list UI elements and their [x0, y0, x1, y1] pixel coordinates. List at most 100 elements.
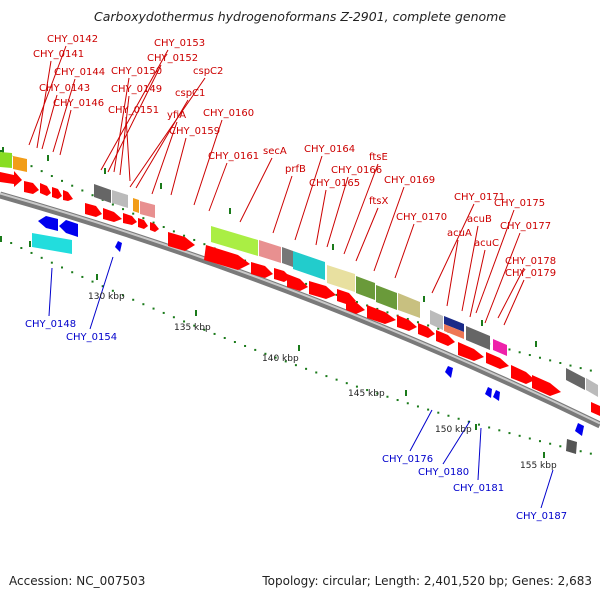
- track-dot: [40, 256, 43, 259]
- track-dot: [162, 311, 165, 314]
- ruler-tick: [29, 241, 31, 247]
- reverse-arrow-small: [493, 390, 500, 401]
- gene-block-khaki-b: [398, 293, 420, 318]
- forward-label-connector: [59, 109, 72, 156]
- forward-gene-label: CHY_0179: [505, 268, 556, 279]
- forward-arrow: [40, 183, 51, 196]
- forward-gene-label: CHY_0151: [108, 105, 159, 116]
- gene-block-lightgray-d: [586, 378, 598, 397]
- accession-text: Accession: NC_007503: [9, 574, 146, 588]
- reverse-arrow-small: [445, 366, 453, 378]
- gene-block-darkgray-reverse: [566, 439, 577, 454]
- outer-ruler-tick: [104, 168, 106, 174]
- gene-block-olive-a: [356, 276, 375, 300]
- track-dot: [386, 311, 389, 314]
- forward-label-connector: [119, 95, 130, 176]
- track-dot: [335, 293, 338, 296]
- forward-gene-label: CHY_0144: [54, 67, 105, 78]
- forward-label-connector: [170, 137, 187, 196]
- track-dot: [396, 399, 399, 402]
- gene-block-pink-a: [140, 201, 155, 218]
- track-dot: [152, 307, 155, 310]
- track-dot: [477, 423, 480, 426]
- forward-arrow: [436, 330, 455, 346]
- gene-block-cyan: [293, 251, 325, 280]
- track-dot: [376, 307, 379, 310]
- ruler-tick: [543, 452, 545, 458]
- track-dot: [325, 375, 328, 378]
- track-dot: [305, 367, 308, 370]
- reverse-label-connector: [409, 409, 433, 452]
- track-dot: [172, 230, 175, 233]
- forward-label-connector: [475, 209, 515, 314]
- outer-ruler-tick: [332, 244, 334, 250]
- forward-arrow: [486, 352, 509, 369]
- gene-block-orange-a: [133, 198, 139, 213]
- track-dot: [488, 426, 491, 429]
- track-dot: [345, 382, 348, 385]
- genome-stats-text: Topology: circular; Length: 2,401,520 bp…: [262, 574, 592, 588]
- ruler-label: 150 kbp: [435, 425, 472, 435]
- forward-label-connector: [484, 232, 521, 324]
- forward-arrow: [168, 232, 195, 251]
- forward-arrow: [123, 213, 137, 225]
- forward-arrow: [458, 342, 484, 361]
- reverse-label-connector: [48, 267, 53, 317]
- forward-label-connector: [28, 45, 67, 146]
- track-dot: [50, 261, 53, 264]
- track-dot: [50, 175, 53, 178]
- gene-block-salmon: [444, 324, 464, 339]
- forward-gene-label: acuA: [447, 228, 472, 239]
- track-dot: [589, 369, 592, 372]
- track-dot: [233, 341, 236, 344]
- forward-gene-label: ftsX: [369, 196, 388, 207]
- forward-arrow: [85, 203, 102, 217]
- forward-gene-label: acuC: [474, 238, 499, 249]
- forward-arrow: [591, 402, 600, 416]
- forward-gene-label: CHY_0142: [47, 34, 98, 45]
- forward-label-connector: [113, 77, 130, 173]
- track-dot: [508, 348, 511, 351]
- gene-block-secA: [211, 226, 258, 256]
- reverse-label-connector: [540, 469, 554, 509]
- forward-arrow: [309, 281, 336, 299]
- track-dot: [579, 450, 582, 453]
- outer-ruler-tick: [160, 183, 162, 189]
- reverse-gene-label: CHY_0176: [382, 454, 433, 465]
- track-dot: [61, 266, 64, 269]
- forward-label-connector: [446, 239, 459, 307]
- track-dot: [111, 203, 114, 206]
- track-dot: [193, 238, 196, 241]
- ruler-tick: [298, 345, 300, 351]
- reverse-arrow: [38, 216, 58, 231]
- forward-strand-arrows: [0, 171, 600, 416]
- track-dot: [294, 364, 297, 367]
- track-dot: [172, 316, 175, 319]
- track-dot: [0, 150, 2, 152]
- ruler-label: 135 kbp: [174, 323, 211, 333]
- track-dot: [183, 234, 186, 237]
- forward-gene-label: CHY_0166: [331, 165, 382, 176]
- track-dot: [498, 429, 501, 432]
- reverse-gene-label: CHY_0148: [25, 319, 76, 330]
- track-dot: [508, 432, 511, 435]
- ruler-label: 140 kbp: [262, 354, 299, 364]
- track-dot: [142, 303, 145, 306]
- forward-gene-label: CHY_0165: [309, 178, 360, 189]
- forward-label-connector: [355, 207, 379, 262]
- track-dot: [10, 242, 13, 245]
- map-title: Carboxydothermus hydrogenoformans Z-2901…: [93, 9, 507, 24]
- gene-block-khaki: [327, 265, 355, 292]
- track-dot: [30, 165, 33, 168]
- forward-label-connector: [294, 155, 323, 241]
- track-dot: [111, 289, 114, 292]
- track-dot: [274, 356, 277, 359]
- gene-block-prfB: [259, 240, 281, 263]
- gene-block-darkgray-c: [466, 326, 490, 350]
- track-dot: [437, 327, 440, 330]
- track-dot: [132, 298, 135, 301]
- forward-label-connector: [394, 223, 415, 279]
- forward-gene-label: CHY_0177: [500, 221, 551, 232]
- track-dot: [355, 385, 358, 388]
- reverse-gene-label: CHY_0154: [66, 332, 117, 343]
